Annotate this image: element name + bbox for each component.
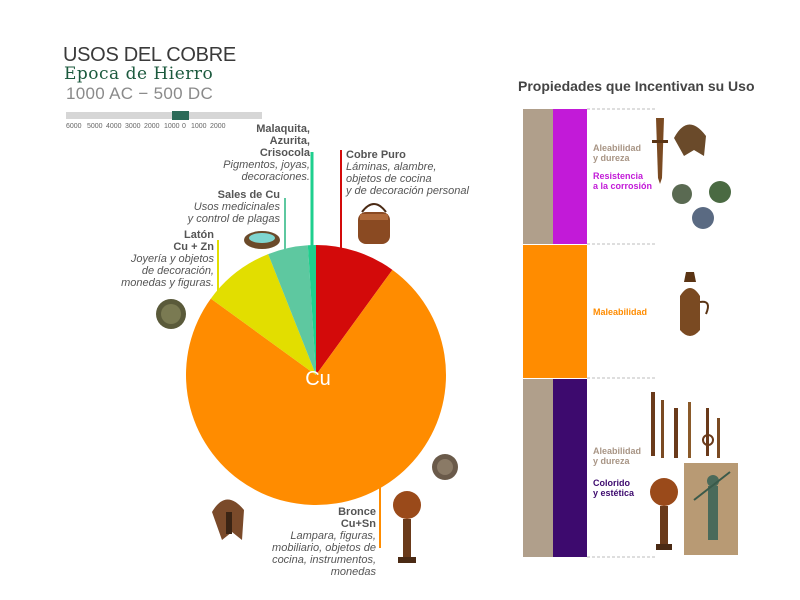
sword-icon bbox=[652, 118, 668, 184]
bar-resistencia bbox=[553, 109, 587, 244]
mirror-figure-icon bbox=[650, 478, 678, 550]
slice-description: decoraciones. bbox=[241, 171, 311, 183]
pie-center-label: Cu bbox=[305, 368, 331, 390]
timeline-tick: 2000 bbox=[144, 123, 160, 130]
timeline-ticks: 6000 5000 4000 3000 2000 1000 0 1000 200… bbox=[66, 123, 266, 133]
slice-description: cocina, instrumentos, bbox=[272, 554, 376, 566]
bar-maleabilidad bbox=[523, 245, 587, 378]
page-title: USOS DEL COBRE bbox=[63, 44, 236, 66]
timeline-bar bbox=[66, 112, 262, 119]
property-label-colorido: Colorido y estética bbox=[593, 478, 635, 498]
slice-description: objetos de cocina bbox=[346, 173, 432, 185]
property-group-3 bbox=[523, 379, 656, 558]
property-group-1 bbox=[523, 108, 656, 245]
slice-label-sales: Sales de Cu Usos medicinales y control d… bbox=[160, 189, 280, 225]
bar-aleabilidad-2 bbox=[523, 379, 553, 557]
period-label: 1000 AC − 500 DC bbox=[66, 84, 214, 103]
slice-heading: Cu + Zn bbox=[173, 241, 214, 253]
slice-label-laton: Latón Cu + Zn Joyería y objetos de decor… bbox=[100, 229, 214, 289]
slice-heading: Latón bbox=[184, 229, 214, 241]
slice-description: mobiliario, objetos de bbox=[272, 542, 376, 554]
slice-description: Usos medicinales bbox=[193, 201, 280, 213]
property-label-maleabilidad: Maleabilidad bbox=[593, 307, 648, 317]
pie-slice bbox=[316, 245, 393, 375]
slice-description: y de decoración personal bbox=[346, 185, 469, 197]
pie-slice bbox=[268, 245, 316, 375]
warrior-statue-icon bbox=[684, 463, 738, 555]
timeline-tick: 6000 bbox=[66, 123, 82, 130]
timeline-tick: 1000 bbox=[191, 123, 207, 130]
ewer-icon bbox=[680, 272, 709, 336]
property-label-aleabilidad-2: Aleabilidad y dureza bbox=[593, 446, 642, 466]
pie-slice bbox=[307, 245, 316, 375]
slice-description: y control de plagas bbox=[187, 213, 280, 225]
slice-description: Joyería y objetos bbox=[130, 253, 214, 265]
property-group-2 bbox=[523, 245, 656, 379]
properties-title: Propiedades que Incentivan su Uso bbox=[518, 78, 755, 94]
slice-description: de decoración, bbox=[141, 265, 214, 277]
timeline-tick: 1000 bbox=[164, 123, 180, 130]
slice-heading: Malaquita, bbox=[256, 123, 310, 135]
slice-label-cobre-puro: Cobre Puro Láminas, alambre, objetos de … bbox=[346, 149, 469, 197]
slice-heading: Azurita, bbox=[269, 135, 310, 147]
slice-heading: Sales de Cu bbox=[217, 189, 280, 201]
slice-label-malaquita: Malaquita, Azurita, Crisocola Pigmentos,… bbox=[200, 123, 310, 183]
slice-description: Pigmentos, joyas, bbox=[223, 159, 310, 171]
timeline-tick: 4000 bbox=[106, 123, 122, 130]
bar-aleabilidad bbox=[523, 109, 553, 244]
slice-heading: Crisocola bbox=[259, 147, 310, 159]
timeline-tick: 0 bbox=[182, 123, 186, 130]
pie-slice bbox=[186, 269, 447, 506]
slice-description: Lampara, figuras, bbox=[290, 530, 376, 542]
timeline-marker bbox=[172, 111, 189, 120]
slice-description: monedas bbox=[330, 566, 376, 578]
slice-heading: Cobre Puro bbox=[346, 149, 406, 161]
era-subtitle: Epoca de Hierro bbox=[64, 64, 214, 84]
property-label-resistencia: Resistencia a la corrosión bbox=[593, 171, 653, 191]
property-label-aleabilidad: Aleabilidad y dureza bbox=[593, 143, 642, 163]
timeline-tick: 5000 bbox=[87, 123, 103, 130]
slice-label-bronce: Bronce Cu+Sn Lampara, figuras, mobiliari… bbox=[250, 506, 376, 578]
slice-description: Láminas, alambre, bbox=[346, 161, 437, 173]
timeline-tick: 3000 bbox=[125, 123, 141, 130]
bar-colorido bbox=[553, 379, 587, 557]
slice-description: monedas y figuras. bbox=[121, 277, 214, 289]
slice-heading: Cu+Sn bbox=[340, 518, 376, 530]
helmet-icon bbox=[674, 124, 706, 156]
coins-icon bbox=[672, 181, 731, 229]
tools-icon bbox=[651, 392, 720, 458]
timeline-tick: 2000 bbox=[210, 123, 226, 130]
slice-heading: Bronce bbox=[338, 506, 376, 518]
pie-slice bbox=[210, 254, 316, 375]
